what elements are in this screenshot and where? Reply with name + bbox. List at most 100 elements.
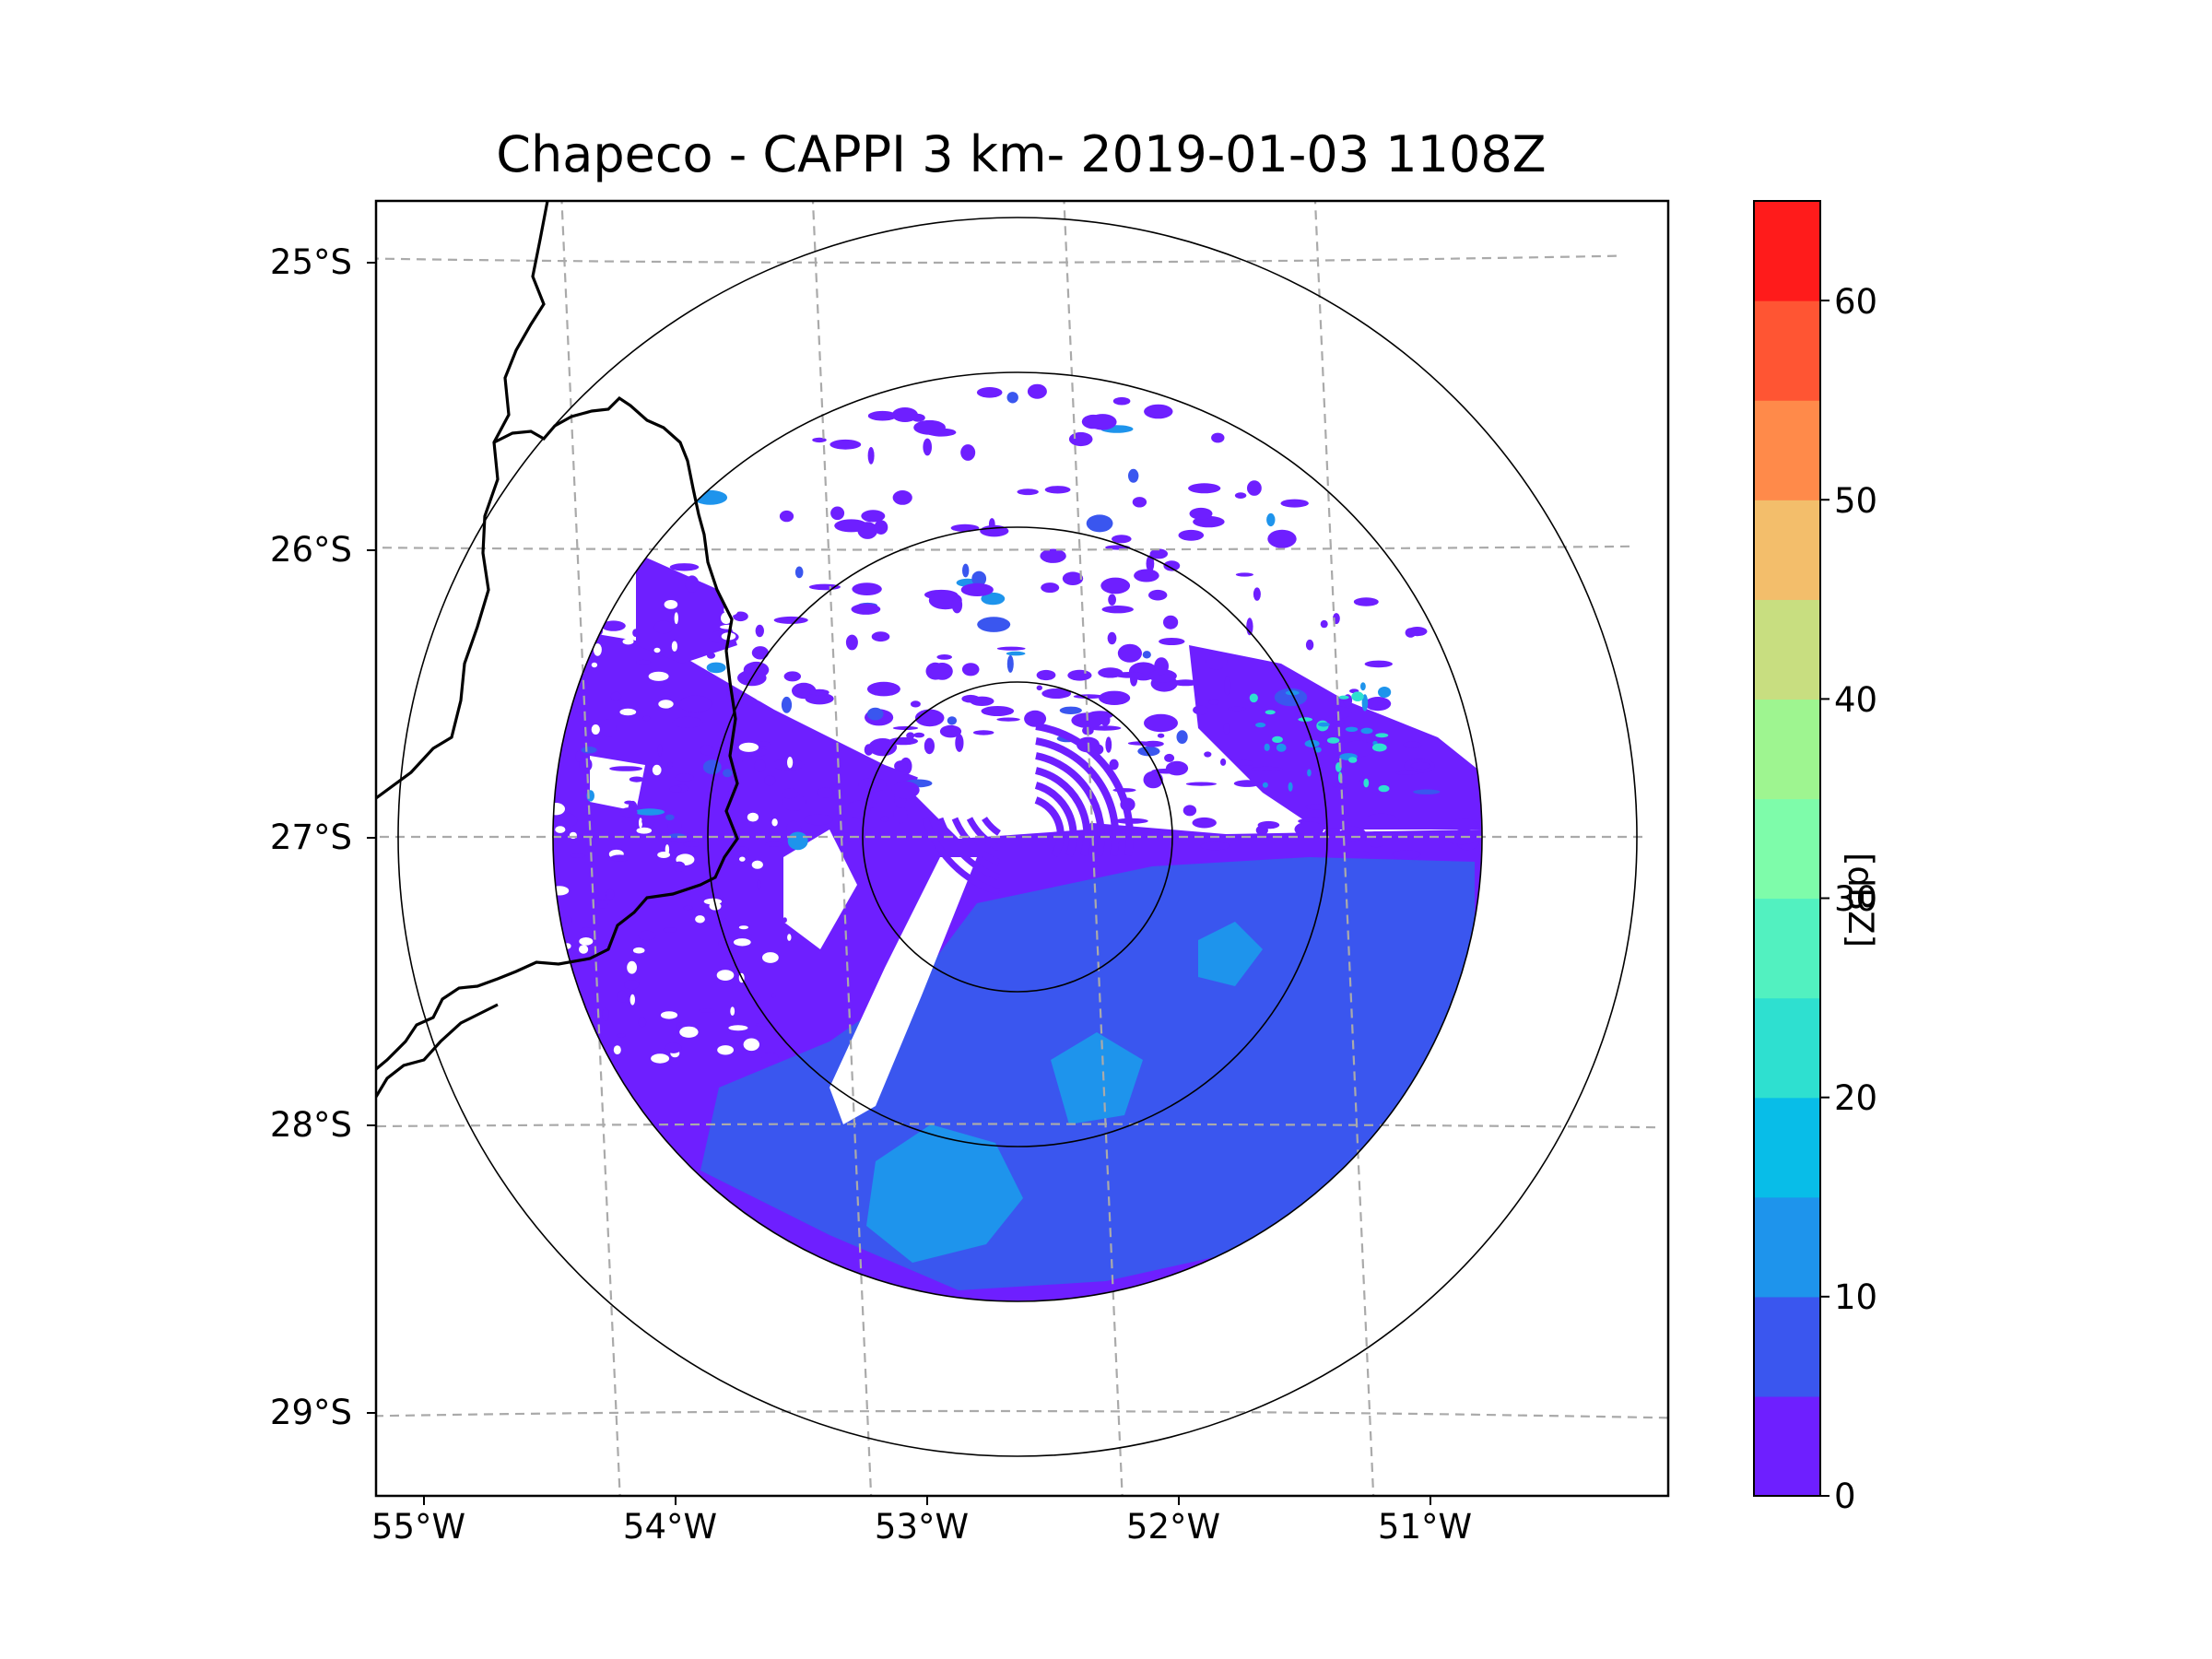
echo-speckle (1266, 512, 1276, 527)
echo-speckle (947, 716, 958, 725)
colorbar-segment (1754, 699, 1820, 800)
echo-speckle (653, 620, 674, 634)
echo-cell (1264, 743, 1270, 751)
echo-speckle (683, 841, 700, 847)
clutter-arc-west (922, 817, 1001, 896)
echo-speckle-west (669, 785, 682, 794)
colorbar-tick-40: 40 (1834, 680, 1878, 720)
echo-speckle-west (651, 1053, 670, 1064)
echo-cell (1314, 747, 1322, 753)
echo-cell (1338, 695, 1349, 700)
echo-speckle (1234, 759, 1254, 767)
echo-cell (1375, 733, 1389, 738)
echo-speckle-west (553, 655, 562, 666)
echo-speckle (1178, 529, 1205, 541)
colorbar-segment (1754, 500, 1820, 600)
echo-speckle-west (665, 1042, 682, 1053)
echo-speckle (1182, 805, 1197, 817)
echo-speckle (996, 717, 1020, 722)
echo-cell (1307, 769, 1312, 777)
echo-speckle-west (683, 905, 693, 911)
echo-speckle (1137, 746, 1160, 757)
echo-speckle-west (569, 594, 588, 606)
echo-speckle (1159, 638, 1185, 645)
echo-region-10-15-b (1051, 1032, 1143, 1124)
lat-label-29s: 29°S (269, 1393, 352, 1432)
echo-speckle-west (754, 759, 766, 772)
echo-speckle (600, 719, 617, 737)
echo-speckle-west (579, 937, 594, 946)
echo-speckle-west (622, 638, 634, 645)
echo-cell (1304, 739, 1320, 748)
echo-speckle (1410, 761, 1431, 770)
lon-label-51w: 51°W (1377, 1507, 1473, 1547)
echo-speckle-west (602, 1007, 609, 1021)
meridian-line (811, 201, 873, 1496)
echo-speckle (996, 646, 1026, 651)
map-frame (374, 199, 1670, 1498)
echo-speckle (960, 582, 994, 597)
echo-speckle (1044, 486, 1071, 494)
echo-speckle (1134, 569, 1159, 582)
echo-speckle-west (575, 711, 581, 717)
echo-speckle (1234, 492, 1247, 499)
echo-speckle (1041, 582, 1060, 594)
echo-speckle (1112, 396, 1131, 406)
echo-speckle (1332, 783, 1349, 788)
clutter-arc-west (982, 816, 1002, 836)
colorbar-segment (1754, 798, 1820, 900)
echo-speckle (891, 781, 920, 799)
echo-speckle (871, 631, 890, 642)
echo-speckle (1027, 383, 1047, 399)
echo-speckle (861, 510, 886, 523)
echo-speckle (1200, 841, 1230, 851)
echo-cell (1360, 727, 1373, 735)
clutter-arc-west (966, 817, 1001, 852)
lat-label-27s: 27°S (269, 818, 352, 857)
colorbar-segment (1754, 400, 1820, 500)
echo-speckle (702, 759, 722, 775)
echo-speckle (1413, 789, 1441, 794)
echo-cell (1298, 717, 1312, 722)
range-ring (707, 526, 1328, 1147)
colorbar-tick-20: 20 (1834, 1078, 1878, 1118)
echo-speckle-west (553, 730, 564, 737)
echo-speckle (787, 831, 808, 851)
echo-speckle (601, 620, 626, 631)
echo-speckle (1365, 831, 1387, 848)
echo-speckle-west (639, 818, 642, 829)
echo-speckle-west (677, 854, 684, 862)
echo-speckle-west (636, 827, 653, 834)
echo-speckle (1146, 555, 1155, 572)
echo-speckle (867, 447, 875, 465)
echo-speckle (1149, 548, 1169, 559)
echo-speckle-west (658, 700, 674, 709)
echo-speckle-west (733, 938, 751, 947)
echo-speckle (1040, 548, 1066, 563)
echo-speckle (1392, 850, 1421, 860)
echo-speckle-west (629, 994, 635, 1006)
echo-speckle (977, 617, 1011, 632)
colorbar-tick-10: 10 (1834, 1277, 1878, 1317)
echo-speckle (931, 663, 953, 680)
echo-speckle-west (636, 659, 652, 665)
lon-label-53w: 53°W (874, 1507, 970, 1547)
echo-speckle (1143, 771, 1163, 789)
colorbar-segment (1754, 898, 1820, 999)
echo-speckle-west (671, 641, 678, 652)
echo-speckle (794, 566, 804, 579)
echo-speckle (1132, 497, 1147, 508)
echo-speckle (1247, 480, 1262, 496)
echo-speckle (669, 563, 700, 571)
echo-speckle-west (565, 915, 572, 925)
clutter-arc-east (1035, 752, 1105, 856)
echo-cell (1378, 784, 1390, 793)
range-ring (397, 217, 1638, 1457)
echo-cell (1249, 693, 1258, 703)
echo-speckle (1405, 628, 1417, 638)
echo-gap-south-lane (830, 857, 977, 1124)
echo-speckle-west (755, 688, 767, 701)
echo-speckle (1450, 818, 1478, 830)
colorbar-segment (1754, 1097, 1820, 1198)
